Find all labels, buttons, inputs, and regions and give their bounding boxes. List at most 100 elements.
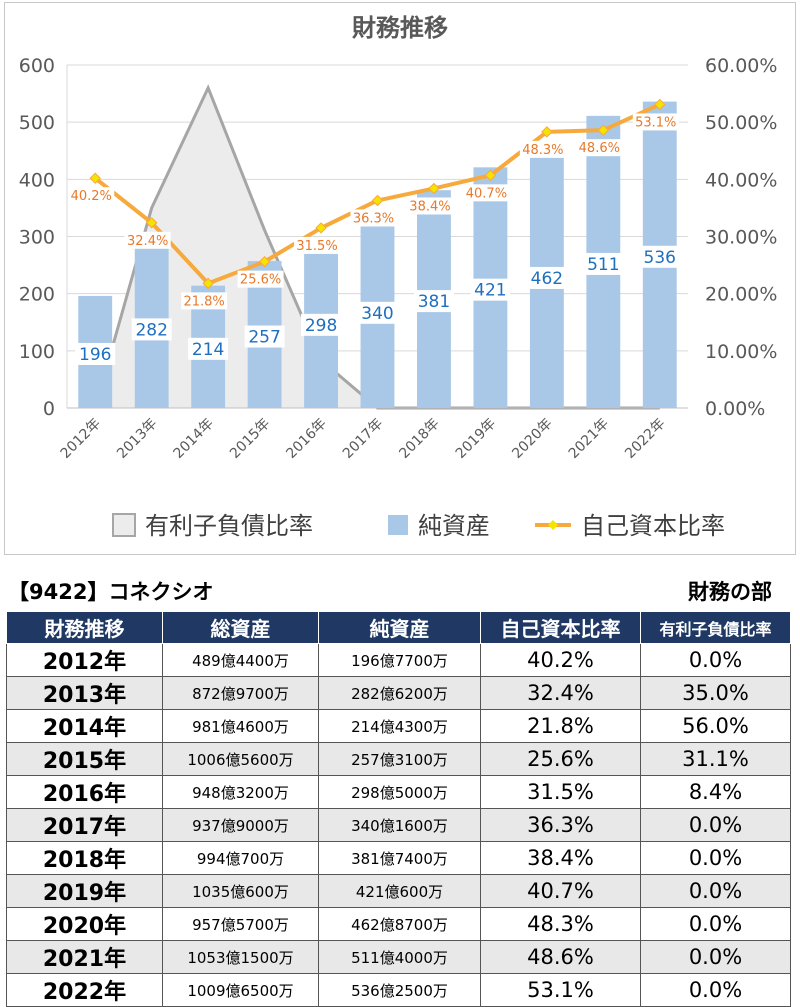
cell-net-assets: 511億4000万 <box>318 940 481 974</box>
cell-net-assets: 340億1600万 <box>318 808 481 842</box>
cell-debt-ratio: 35.0% <box>640 676 791 710</box>
line-label-background <box>124 231 171 249</box>
equity-ratio-marker <box>89 172 101 184</box>
cell-debt-ratio: 0.0% <box>640 874 791 908</box>
bar-label-background <box>357 301 398 324</box>
y-right-tick-label: 30.00% <box>705 227 777 249</box>
cell-equity-ratio: 48.3% <box>480 907 641 941</box>
cell-year: 2017年 <box>6 808 163 842</box>
legend-swatch-net-assets <box>388 515 408 535</box>
line-label-background <box>237 270 284 288</box>
line-data-label: 36.3% <box>353 211 394 226</box>
y-left-tick-label: 500 <box>19 112 55 134</box>
bar-data-label: 257 <box>248 328 280 348</box>
bar-label-background <box>75 342 116 365</box>
bar-label-background <box>188 337 229 360</box>
table-row: 2013年 872億9700万 282億6200万 32.4% 35.0% <box>6 676 791 710</box>
cell-total-assets: 1035億600万 <box>162 874 319 908</box>
cell-total-assets: 937億9000万 <box>162 808 319 842</box>
table-row: 2017年 937億9000万 340億1600万 36.3% 0.0% <box>6 808 791 842</box>
line-label-background <box>294 236 341 254</box>
y-left-tick-label: 600 <box>19 55 55 77</box>
legend-label-equity-ratio: 自己資本比率 <box>581 512 725 540</box>
y-left-tick-label: 0 <box>43 398 55 420</box>
cell-year: 2021年 <box>6 940 163 974</box>
equity-ratio-marker <box>202 277 214 290</box>
y-left-tick-label: 300 <box>19 227 55 249</box>
line-label-background <box>350 209 397 227</box>
equity-ratio-marker <box>258 255 271 268</box>
bar-data-label: 511 <box>587 255 619 275</box>
y-right-tick-label: 40.00% <box>705 169 777 191</box>
line-label-background <box>406 197 453 215</box>
x-tick-label: 2015年 <box>227 416 273 462</box>
table-row: 2015年 1006億5600万 257億3100万 25.6% 31.1% <box>6 742 791 776</box>
financial-chart: 財務推移 0 0.00% 100 10.00% 200 20.00% 300 30.00% 400… <box>19 14 778 540</box>
cell-net-assets: 462億8700万 <box>318 907 481 941</box>
cell-total-assets: 981億4600万 <box>162 709 319 743</box>
x-tick-label: 2016年 <box>283 416 329 462</box>
bar-data-label: 462 <box>531 269 563 289</box>
y-right-tick-label: 50.00% <box>705 112 777 134</box>
bar-data-label: 214 <box>192 340 224 360</box>
x-tick-label: 2021年 <box>566 416 612 462</box>
line-data-label: 48.6% <box>579 141 620 156</box>
bar-data-label: 282 <box>135 320 167 340</box>
bar-data-label: 421 <box>474 281 506 301</box>
legend-swatch-equity-ratio-marker <box>548 520 558 530</box>
line-label-background <box>181 292 228 310</box>
table-row: 2021年 1053億1500万 511億4000万 48.6% 0.0% <box>6 940 791 974</box>
bar-label-background <box>470 278 511 301</box>
x-tick-label: 2014年 <box>171 416 217 462</box>
cell-equity-ratio: 48.6% <box>480 940 641 974</box>
bar-label-background <box>244 325 285 348</box>
cell-total-assets: 948億3200万 <box>162 775 319 809</box>
cell-debt-ratio: 0.0% <box>640 808 791 842</box>
financial-table: 財務推移 総資産 純資産 自己資本比率 有利子負債比率 2012年 489億440… <box>6 611 791 1007</box>
bar-data-label: 381 <box>418 292 450 312</box>
bar-label-background <box>526 266 567 289</box>
legend-swatch-debt-ratio <box>112 513 136 537</box>
company-label: 【9422】コネクシオ <box>8 580 214 604</box>
y-right-tick-label: 20.00% <box>705 284 777 306</box>
column-header-equity-ratio: 自己資本比率 <box>480 611 641 644</box>
table-row: 2019年 1035億600万 421億600万 40.7% 0.0% <box>6 874 791 908</box>
table-row: 2018年 994億700万 381億7400万 38.4% 0.0% <box>6 841 791 875</box>
table-row: 2022年 1009億6500万 536億2500万 53.1% 0.0% <box>6 973 791 1007</box>
bar-label-background <box>413 290 454 313</box>
equity-ratio-marker <box>145 217 158 229</box>
cell-total-assets: 994億700万 <box>162 841 319 875</box>
cell-total-assets: 489億4400万 <box>162 643 319 677</box>
line-label-background <box>576 139 623 157</box>
cell-debt-ratio: 0.0% <box>640 907 791 941</box>
equity-ratio-marker <box>484 169 497 182</box>
cell-equity-ratio: 40.7% <box>480 874 641 908</box>
cell-net-assets: 536億2500万 <box>318 973 481 1007</box>
y-left-tick-label: 200 <box>19 284 55 306</box>
cell-year: 2016年 <box>6 775 163 809</box>
table-row: 2012年 489億4400万 196億7700万 40.2% 0.0% <box>6 643 791 677</box>
table-header-row: 財務推移 総資産 純資産 自己資本比率 有利子負債比率 <box>6 611 791 644</box>
bar-label-background <box>639 245 680 268</box>
x-tick-label: 2017年 <box>340 416 386 462</box>
equity-ratio-marker <box>541 126 553 138</box>
x-tick-label: 2013年 <box>114 416 160 462</box>
line-data-label: 31.5% <box>296 239 337 254</box>
cell-debt-ratio: 0.0% <box>640 841 791 875</box>
table-row: 2014年 981億4600万 214億4300万 21.8% 56.0% <box>6 709 791 743</box>
cell-debt-ratio: 31.1% <box>640 742 791 776</box>
debt-ratio-area <box>95 87 660 408</box>
section-label: 財務の部 <box>688 580 772 604</box>
x-tick-label: 2018年 <box>396 416 442 462</box>
line-data-label: 25.6% <box>240 273 281 288</box>
y-right-tick-label: 0.00% <box>705 398 765 420</box>
line-data-label: 21.8% <box>183 294 224 309</box>
cell-net-assets: 282億6200万 <box>318 676 481 710</box>
line-label-background <box>463 184 510 202</box>
cell-year: 2014年 <box>6 709 163 743</box>
cell-year: 2013年 <box>6 676 163 710</box>
equity-ratio-marker <box>371 194 384 207</box>
cell-equity-ratio: 36.3% <box>480 808 641 842</box>
cell-year: 2019年 <box>6 874 163 908</box>
line-data-label: 32.4% <box>127 234 168 249</box>
